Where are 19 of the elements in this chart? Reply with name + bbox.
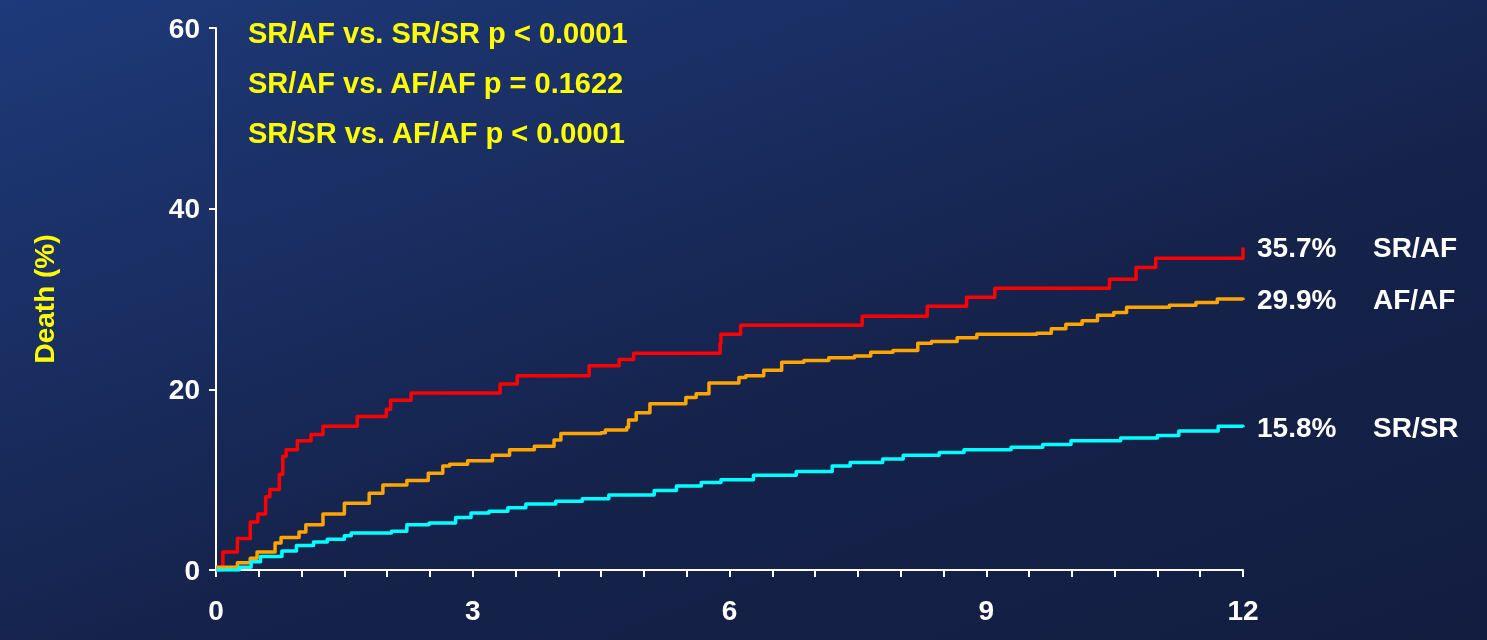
text: AF/AF bbox=[1373, 284, 1456, 316]
y-tick-label: 60 bbox=[168, 12, 200, 44]
x-tick-label: 3 bbox=[464, 594, 481, 626]
annotation: SR/SR vs. AF/AF p < 0.0001 bbox=[248, 116, 625, 149]
y-tick-label: 40 bbox=[168, 193, 200, 225]
x-tick-label: 12 bbox=[1227, 594, 1259, 626]
y-tick-label: 0 bbox=[184, 554, 200, 586]
x-tick-label: 9 bbox=[978, 594, 995, 626]
y-tick-label: 20 bbox=[168, 373, 200, 405]
x-tick-label: 6 bbox=[721, 594, 738, 626]
annotation: SR/AF vs. AF/AF p = 0.1622 bbox=[248, 66, 624, 99]
x-tick-label: 0 bbox=[208, 594, 224, 626]
data-label: 29.9% bbox=[1257, 284, 1337, 316]
data-label: 15.8% bbox=[1257, 411, 1337, 443]
text: SR/SR bbox=[1373, 411, 1459, 443]
data-label: 35.7% bbox=[1257, 232, 1337, 264]
annotation: SR/AF vs. SR/SR p < 0.0001 bbox=[248, 16, 628, 49]
y-axis-title: Death (%) bbox=[28, 234, 60, 364]
text: SR/AF bbox=[1373, 232, 1457, 264]
